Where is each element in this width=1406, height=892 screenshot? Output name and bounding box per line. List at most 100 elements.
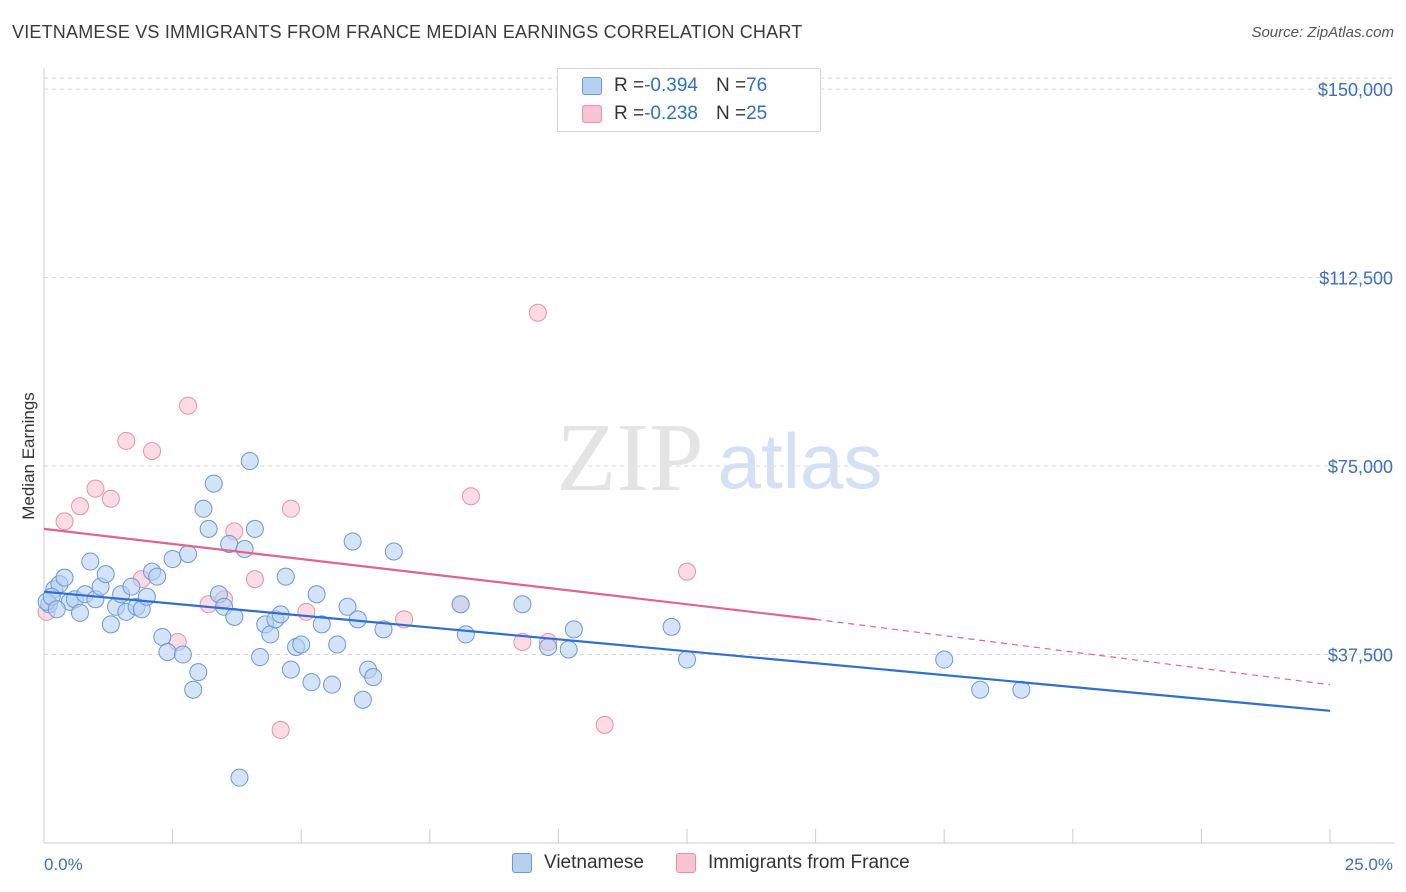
point-vietnamese: [451, 595, 470, 614]
watermark-atlas: atlas: [718, 417, 883, 505]
point-vietnamese: [204, 474, 223, 493]
point-immigrants-from-france: [528, 303, 547, 322]
point-vietnamese: [564, 620, 583, 639]
point-vietnamese: [374, 620, 393, 639]
point-vietnamese: [179, 545, 198, 564]
point-vietnamese: [281, 660, 300, 679]
point-immigrants-from-france: [461, 487, 480, 506]
point-vietnamese: [307, 585, 326, 604]
series-legend: Vietnamese Immigrants from France: [512, 852, 942, 874]
legend-swatch-france: [676, 853, 696, 873]
point-vietnamese: [456, 625, 475, 644]
correlation-legend: R = -0.394 N = 76 R = -0.238 N = 25: [557, 68, 821, 132]
x-tick-label: 25.0%: [1345, 855, 1393, 874]
point-vietnamese: [230, 768, 249, 787]
legend-item-france[interactable]: Immigrants from France: [676, 852, 910, 874]
point-vietnamese: [47, 600, 66, 619]
point-vietnamese: [55, 568, 74, 587]
point-vietnamese: [539, 637, 558, 656]
watermark: ZIP atlas: [557, 404, 883, 512]
grid-lines: [44, 77, 1395, 656]
legend-r-value: -0.394: [644, 75, 698, 96]
point-vietnamese: [364, 668, 383, 687]
axes: [43, 68, 1395, 844]
legend-r-value: -0.238: [644, 103, 698, 124]
legend-r-label: R =: [614, 103, 645, 124]
legend-r-label: R =: [614, 75, 645, 96]
trend-lines: [43, 527, 1331, 712]
point-vietnamese: [276, 567, 295, 586]
point-immigrants-from-france: [271, 720, 290, 739]
point-vietnamese: [163, 550, 182, 569]
point-vietnamese: [235, 539, 254, 558]
point-immigrants-from-france: [117, 431, 136, 450]
point-vietnamese: [323, 675, 342, 694]
point-vietnamese: [245, 519, 264, 538]
point-vietnamese: [513, 595, 532, 614]
legend-swatch-pink: [582, 105, 602, 123]
point-vietnamese: [559, 640, 578, 659]
legend-swatch-vietnamese: [512, 853, 532, 873]
point-vietnamese: [173, 645, 192, 664]
source-label: Source: ZipAtlas.com: [1251, 24, 1394, 41]
point-vietnamese: [261, 625, 280, 644]
point-vietnamese: [101, 615, 120, 634]
trend-line-immigrants-from-france-extrapolated: [815, 618, 1331, 686]
legend-row-france: R = -0.238 N = 25: [582, 102, 767, 126]
legend-n-value: 25: [746, 103, 768, 124]
trend-line-immigrants-from-france: [43, 527, 816, 621]
point-immigrants-from-france: [297, 602, 316, 621]
tick-labels: $37,500 $75,000 $112,500 $150,000 0.0% 25.0%: [44, 80, 1393, 874]
legend-label-france: Immigrants from France: [708, 852, 910, 873]
y-tick-label: $75,000: [1328, 457, 1393, 477]
point-vietnamese: [184, 680, 203, 699]
x-tick-label: 0.0%: [44, 855, 83, 874]
point-vietnamese: [199, 519, 218, 538]
legend-label-vietnamese: Vietnamese: [544, 852, 644, 873]
point-vietnamese: [302, 673, 321, 692]
legend-swatch-blue: [582, 77, 602, 95]
point-immigrants-from-france: [245, 570, 264, 589]
y-tick-label: $150,000: [1318, 80, 1393, 100]
point-vietnamese: [240, 452, 259, 471]
point-vietnamese: [153, 627, 172, 646]
legend-n-label: N =: [715, 103, 747, 124]
legend-item-vietnamese[interactable]: Vietnamese: [512, 852, 644, 874]
point-vietnamese: [292, 635, 311, 654]
point-immigrants-from-france: [281, 499, 300, 518]
trend-line-vietnamese: [43, 590, 1331, 712]
y-tick-label: $37,500: [1328, 646, 1393, 666]
point-immigrants-from-france: [678, 562, 696, 581]
point-vietnamese: [158, 643, 177, 662]
point-vietnamese: [343, 532, 362, 551]
point-vietnamese: [662, 617, 681, 636]
point-vietnamese: [338, 597, 357, 616]
point-immigrants-from-france: [101, 489, 120, 508]
point-vietnamese: [935, 650, 954, 669]
point-vietnamese: [96, 565, 115, 584]
legend-row-vietnamese: R = -0.394 N = 76: [582, 74, 767, 98]
point-immigrants-from-france: [71, 497, 90, 516]
point-immigrants-from-france: [595, 715, 614, 734]
point-vietnamese: [81, 552, 100, 571]
watermark-zip: ZIP: [557, 404, 704, 512]
point-vietnamese: [194, 499, 213, 518]
point-vietnamese: [328, 635, 347, 654]
point-vietnamese: [189, 663, 208, 682]
point-vietnamese: [71, 603, 90, 622]
point-vietnamese: [384, 542, 403, 561]
point-immigrants-from-france: [55, 512, 74, 531]
chart-title: VIETNAMESE VS IMMIGRANTS FROM FRANCE MED…: [12, 22, 803, 42]
point-immigrants-from-france: [179, 396, 198, 415]
y-axis-label: Median Earnings: [19, 392, 38, 520]
point-vietnamese: [353, 690, 372, 709]
point-vietnamese: [251, 648, 270, 667]
point-vietnamese: [122, 577, 141, 596]
point-vietnamese: [678, 650, 696, 669]
point-vietnamese: [312, 615, 331, 634]
legend-n-label: N =: [715, 75, 747, 96]
point-immigrants-from-france: [143, 441, 162, 460]
y-tick-label: $112,500: [1319, 269, 1393, 289]
point-vietnamese: [148, 567, 167, 586]
legend-n-value: 76: [746, 75, 768, 96]
